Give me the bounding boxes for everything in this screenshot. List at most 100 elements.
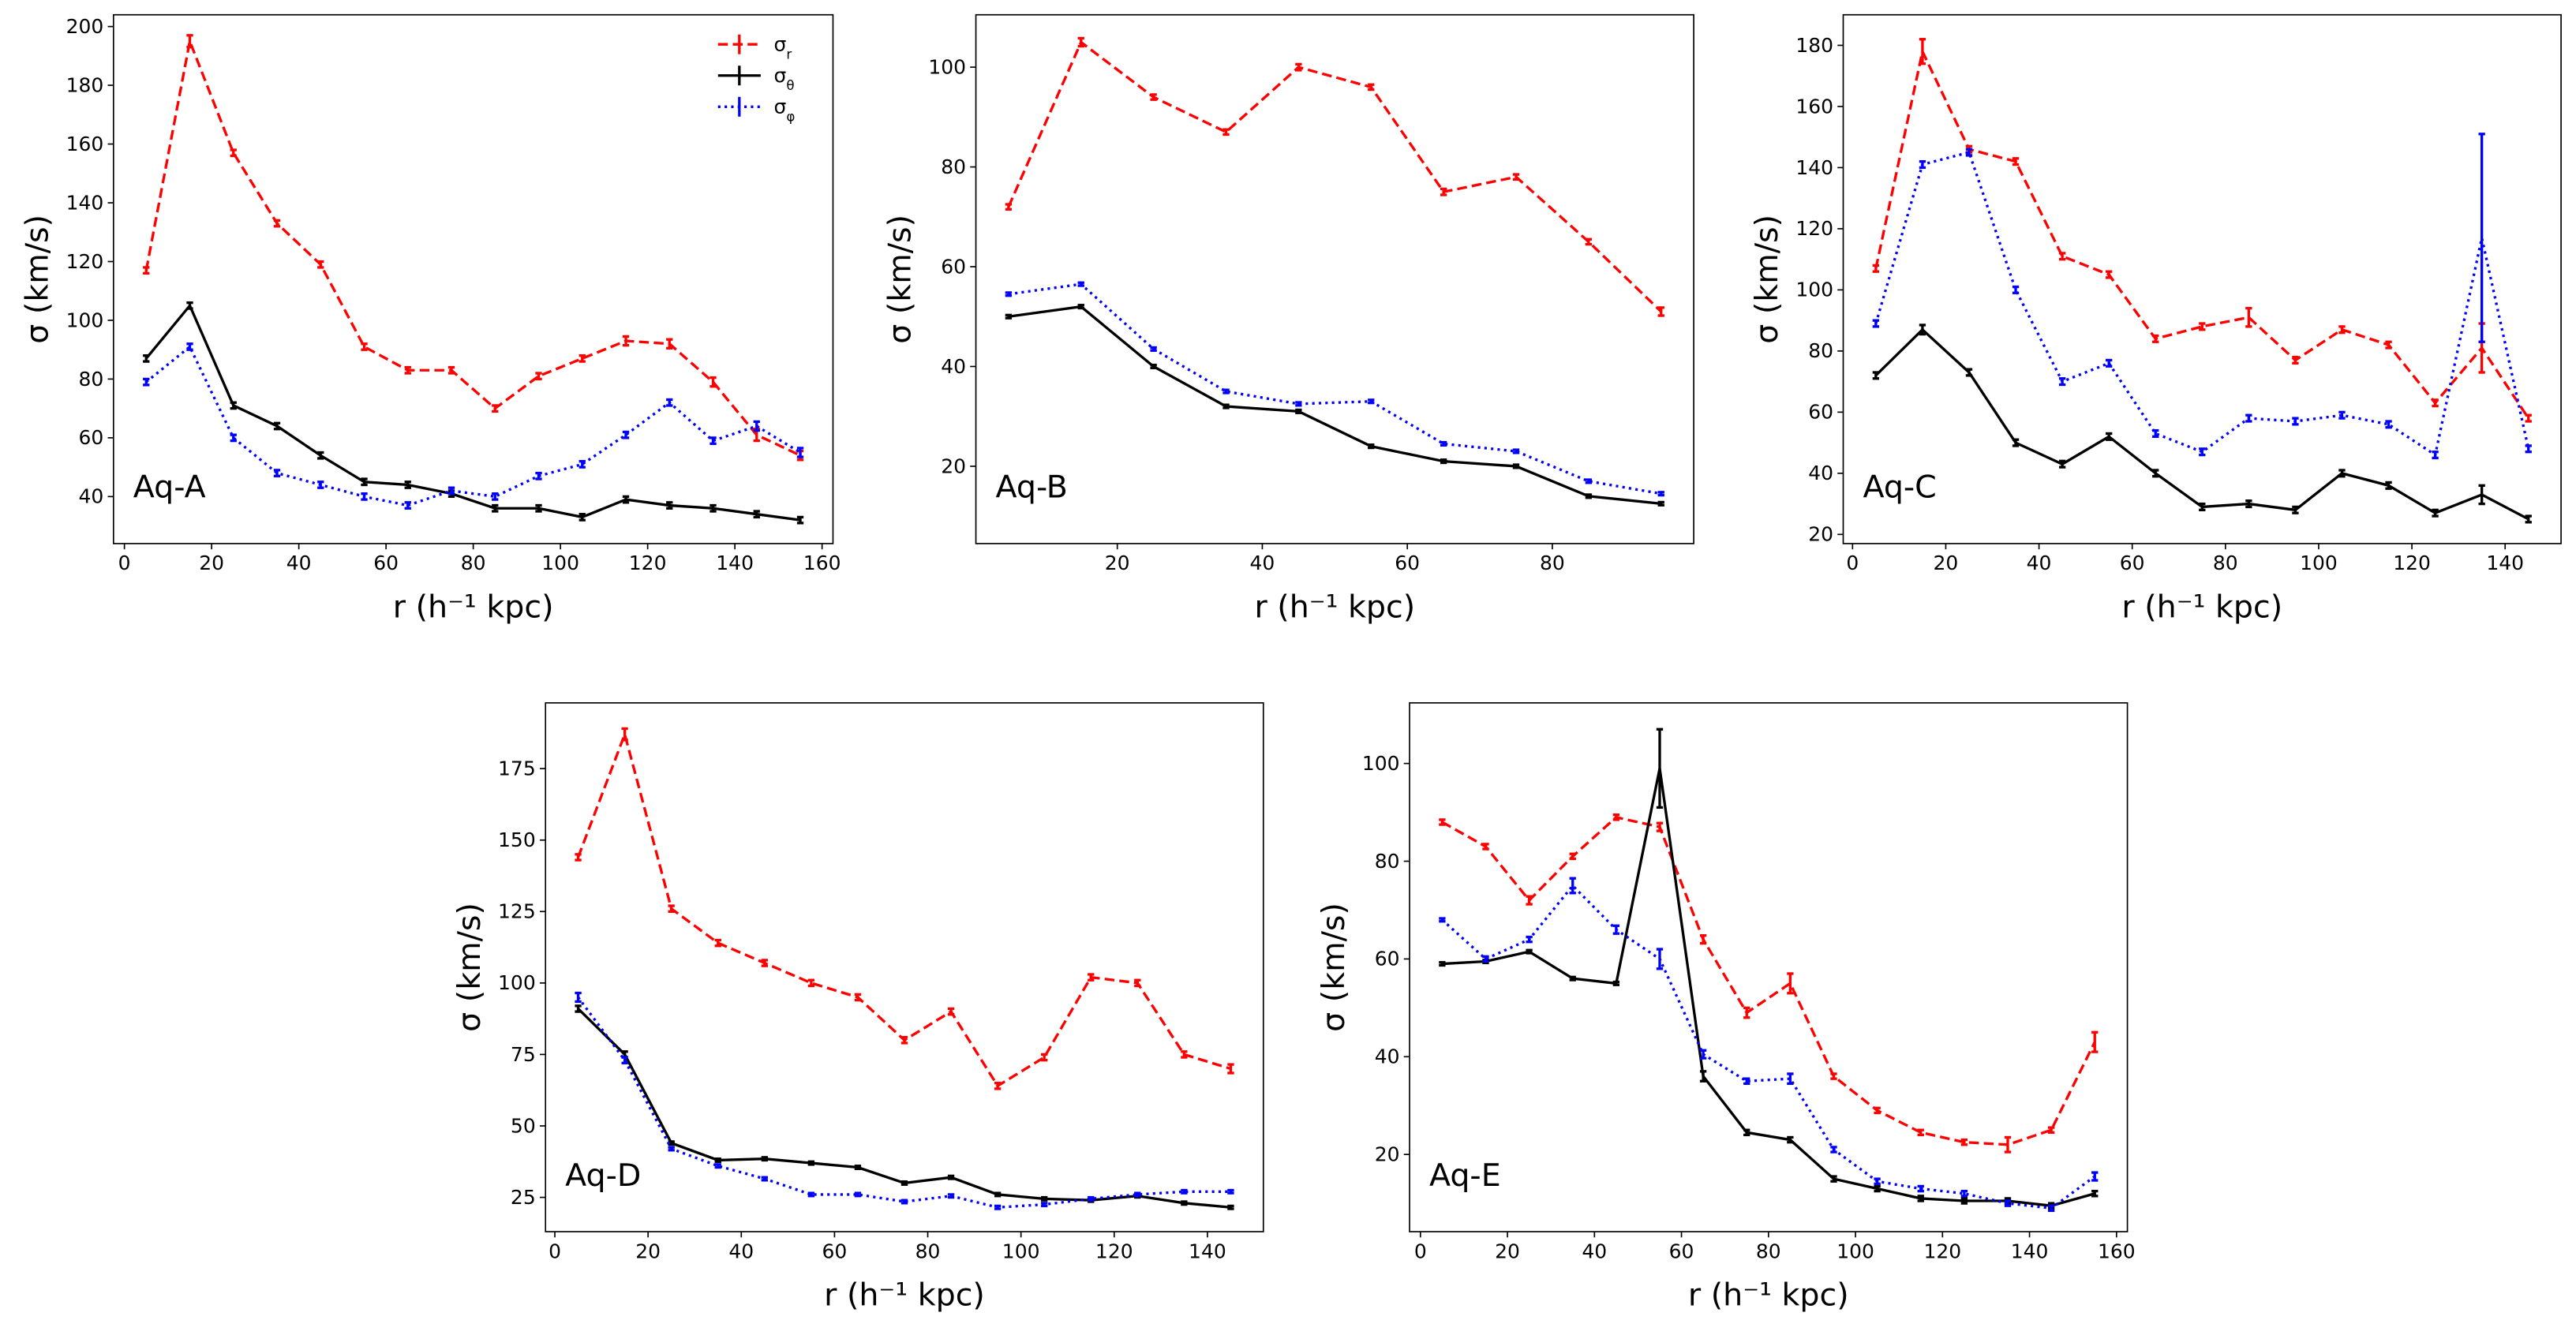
error-bar xyxy=(2245,306,2252,328)
error-bar xyxy=(1919,38,1926,65)
error-bar xyxy=(1077,304,1084,310)
x-tick-label: 80 xyxy=(915,1240,941,1262)
x-axis-label: r (h⁻¹ kpc) xyxy=(2121,589,2282,626)
error-bar xyxy=(2525,514,2532,524)
x-tick-label: 20 xyxy=(199,552,224,574)
y-tick-label: 25 xyxy=(511,1186,536,1209)
error-bar xyxy=(1872,264,1880,273)
error-bar xyxy=(535,503,542,513)
error-bar xyxy=(361,342,368,351)
x-tick-label: 0 xyxy=(118,552,131,574)
x-tick-label: 60 xyxy=(2120,552,2145,574)
x-tick-label: 100 xyxy=(2300,552,2338,574)
error-bar xyxy=(1222,403,1230,409)
error-bar xyxy=(1482,955,1489,963)
y-tick-label: 60 xyxy=(1808,401,1833,424)
x-tick-label: 20 xyxy=(1105,552,1130,574)
error-bar xyxy=(2012,438,2020,447)
y-tick-label: 40 xyxy=(1375,1045,1400,1068)
error-bar xyxy=(186,342,193,351)
error-bar xyxy=(994,1081,1002,1090)
series-line xyxy=(144,303,801,522)
error-bar xyxy=(2152,469,2159,478)
x-tick-label: 40 xyxy=(286,552,312,574)
error-bar xyxy=(1874,1177,1881,1185)
error-bar xyxy=(143,353,150,363)
y-tick-label: 75 xyxy=(511,1043,536,1066)
error-bar xyxy=(2199,322,2206,331)
series-line xyxy=(1441,815,2096,1146)
error-bar xyxy=(2047,1126,2055,1134)
x-tick-label: 0 xyxy=(1414,1240,1427,1262)
error-bar xyxy=(404,501,411,510)
plot-frame xyxy=(1842,13,2562,544)
error-bar xyxy=(1585,478,1593,484)
error-bar xyxy=(2525,413,2532,423)
error-bar xyxy=(1077,36,1084,48)
y-tick-label: 100 xyxy=(1362,752,1400,775)
error-bar xyxy=(761,1176,768,1182)
x-tick-label: 40 xyxy=(2027,552,2052,574)
x-tick-label: 80 xyxy=(461,552,486,574)
y-tick-label: 100 xyxy=(1795,279,1833,301)
error-bar xyxy=(1181,1200,1188,1206)
error-bar xyxy=(714,1157,721,1163)
error-bar xyxy=(2106,358,2113,368)
plot-frame xyxy=(975,13,1694,544)
x-tick-label: 0 xyxy=(549,1240,561,1262)
error-bar xyxy=(273,469,281,477)
error-bar xyxy=(807,978,815,988)
error-bar xyxy=(2338,410,2346,420)
error-bar xyxy=(575,1004,582,1013)
error-bar xyxy=(1612,980,1620,986)
error-bar xyxy=(2058,377,2066,387)
error-bar xyxy=(621,1056,628,1064)
error-bar xyxy=(2385,420,2392,429)
error-bar xyxy=(2385,481,2392,490)
error-bar xyxy=(317,481,324,489)
error-bar xyxy=(622,335,630,347)
error-bar xyxy=(1872,371,1880,380)
error-bar xyxy=(1526,935,1533,944)
error-bar xyxy=(2058,459,2066,469)
legend-label: σr xyxy=(774,33,792,62)
error-bar xyxy=(1656,821,1664,832)
error-bar xyxy=(1743,1077,1750,1086)
x-tick-label: 120 xyxy=(2393,552,2431,574)
series-line xyxy=(1008,282,1662,495)
error-bar xyxy=(2012,157,2020,166)
x-tick-label: 60 xyxy=(822,1240,848,1262)
y-tick-label: 50 xyxy=(511,1114,536,1137)
error-bar xyxy=(2199,502,2206,511)
x-tick-label: 20 xyxy=(1934,552,1959,574)
error-bar xyxy=(2199,447,2206,457)
series-line xyxy=(144,36,801,457)
error-bar xyxy=(2106,270,2113,279)
error-bar xyxy=(796,447,804,458)
error-bar xyxy=(621,727,628,742)
error-bar xyxy=(186,34,193,49)
y-tick-label: 140 xyxy=(66,191,104,214)
error-bar xyxy=(710,376,717,388)
plot-frame xyxy=(545,701,1264,1232)
error-bar xyxy=(1874,1184,1881,1193)
x-tick-label: 80 xyxy=(1540,552,1565,574)
error-bar xyxy=(947,1193,955,1199)
plot-frame xyxy=(112,13,834,544)
error-bar xyxy=(2292,417,2299,426)
error-bar xyxy=(1088,1195,1095,1202)
error-bar xyxy=(1743,1006,1750,1019)
x-tick-label: 120 xyxy=(1923,1240,1961,1262)
error-bar xyxy=(1743,1128,1750,1137)
error-bar xyxy=(2058,252,2066,261)
y-axis-label: σ (km/s) xyxy=(882,215,918,344)
error-bar xyxy=(230,401,237,410)
error-bar xyxy=(1150,93,1157,101)
error-bar xyxy=(1005,203,1013,211)
series-line xyxy=(577,730,1231,1088)
panel: 0 20 40 60 80 100 120 140 160 20 40 60 80 100 r (h⁻¹ k… xyxy=(1316,701,2136,1314)
series-line xyxy=(1441,883,2096,1210)
y-tick-label: 80 xyxy=(1808,339,1833,362)
error-bar xyxy=(1960,1138,1968,1146)
